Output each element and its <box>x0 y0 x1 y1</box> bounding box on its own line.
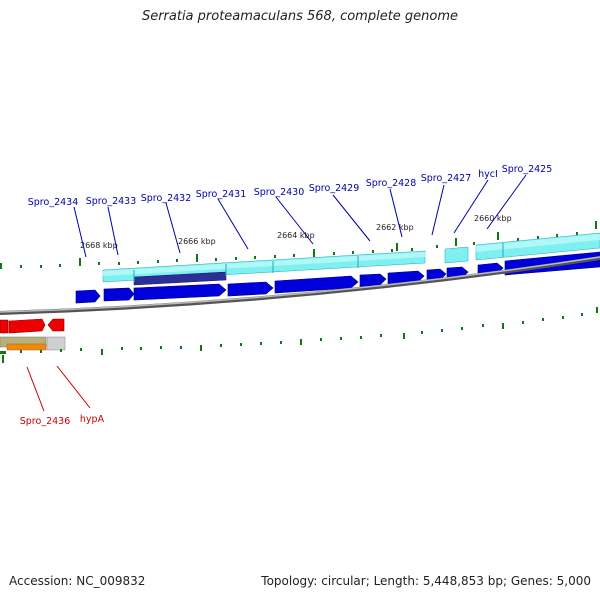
gene-arrow[interactable] <box>47 318 65 332</box>
reverse-label-leaders <box>26 365 91 412</box>
cds-feature[interactable] <box>103 252 425 276</box>
accession-value: NC_009832 <box>76 574 146 588</box>
ruler-label: 2660 kbp <box>474 214 512 223</box>
ruler-label: 2664 kbp <box>277 231 315 240</box>
forward-label-leaders <box>73 174 527 258</box>
genes-label: Genes: <box>510 574 553 588</box>
gene-label[interactable]: hycI <box>478 169 498 180</box>
gene-arrow[interactable] <box>8 318 46 334</box>
genes-value: 5,000 <box>556 574 591 588</box>
reverse-feature[interactable] <box>46 336 66 351</box>
genome-stats: Topology: circular; Length: 5,448,853 bp… <box>261 574 591 588</box>
ruler-labels: 2668 kbp 2666 kbp 2664 kbp 2662 kbp 2660… <box>80 214 512 250</box>
length-label: Length: <box>373 574 420 588</box>
inner-tick-ruler <box>2 307 598 363</box>
cds-feature[interactable] <box>476 234 600 252</box>
outer-minor-ticks <box>20 232 578 268</box>
gene-label[interactable]: Spro_2429 <box>309 183 360 194</box>
reverse-gene-labels: Spro_2436 hypA <box>20 414 105 427</box>
outer-tick-ruler <box>0 221 597 269</box>
gene-label[interactable]: Spro_2427 <box>421 173 472 184</box>
gene-arrow[interactable] <box>75 289 101 304</box>
gene-label[interactable]: Spro_2432 <box>141 193 192 204</box>
gene-arrow[interactable] <box>359 273 387 288</box>
outer-major-ticks <box>0 221 597 269</box>
ruler-label: 2668 kbp <box>80 241 118 250</box>
map-title: Serratia proteamaculans 568, complete ge… <box>141 9 459 24</box>
gene-label[interactable]: Spro_2433 <box>86 196 137 207</box>
reverse-feature-track <box>0 336 66 354</box>
chromosome-backbone <box>0 256 600 315</box>
ruler-label: 2666 kbp <box>178 237 216 246</box>
gene-label[interactable]: Spro_2431 <box>196 189 247 200</box>
gene-label[interactable]: Spro_2428 <box>366 178 417 189</box>
gene-arrow[interactable] <box>103 287 135 302</box>
reverse-feature[interactable] <box>0 351 6 354</box>
ruler-label: 2662 kbp <box>376 223 414 232</box>
reverse-gene-track <box>0 318 65 334</box>
accession-label: Accession: <box>9 574 73 588</box>
forward-gene-labels: Spro_2434 Spro_2433 Spro_2432 Spro_2431 … <box>28 164 553 208</box>
gene-label[interactable]: hypA <box>80 414 105 425</box>
gene-arrow[interactable] <box>133 283 227 301</box>
reverse-feature[interactable] <box>6 343 47 351</box>
length-value: 5,448,853 bp <box>422 574 503 588</box>
cds-feature-dark[interactable] <box>133 271 227 286</box>
gene-label[interactable]: Spro_2434 <box>28 197 79 208</box>
cds-feature[interactable] <box>444 246 469 264</box>
cds-feature-track <box>102 232 600 286</box>
gene-label[interactable]: Spro_2425 <box>502 164 553 175</box>
forward-gene-track <box>75 251 600 304</box>
gene-arrow[interactable] <box>274 275 359 294</box>
gene-arrow[interactable] <box>227 281 274 297</box>
topology-label: Topology: <box>261 574 318 588</box>
gene-label[interactable]: Spro_2436 <box>20 416 71 427</box>
topology-value: circular <box>321 574 366 588</box>
gene-label[interactable]: Spro_2430 <box>254 187 305 198</box>
gene-arrow[interactable] <box>0 319 9 334</box>
accession-info: Accession: NC_009832 <box>9 574 145 588</box>
